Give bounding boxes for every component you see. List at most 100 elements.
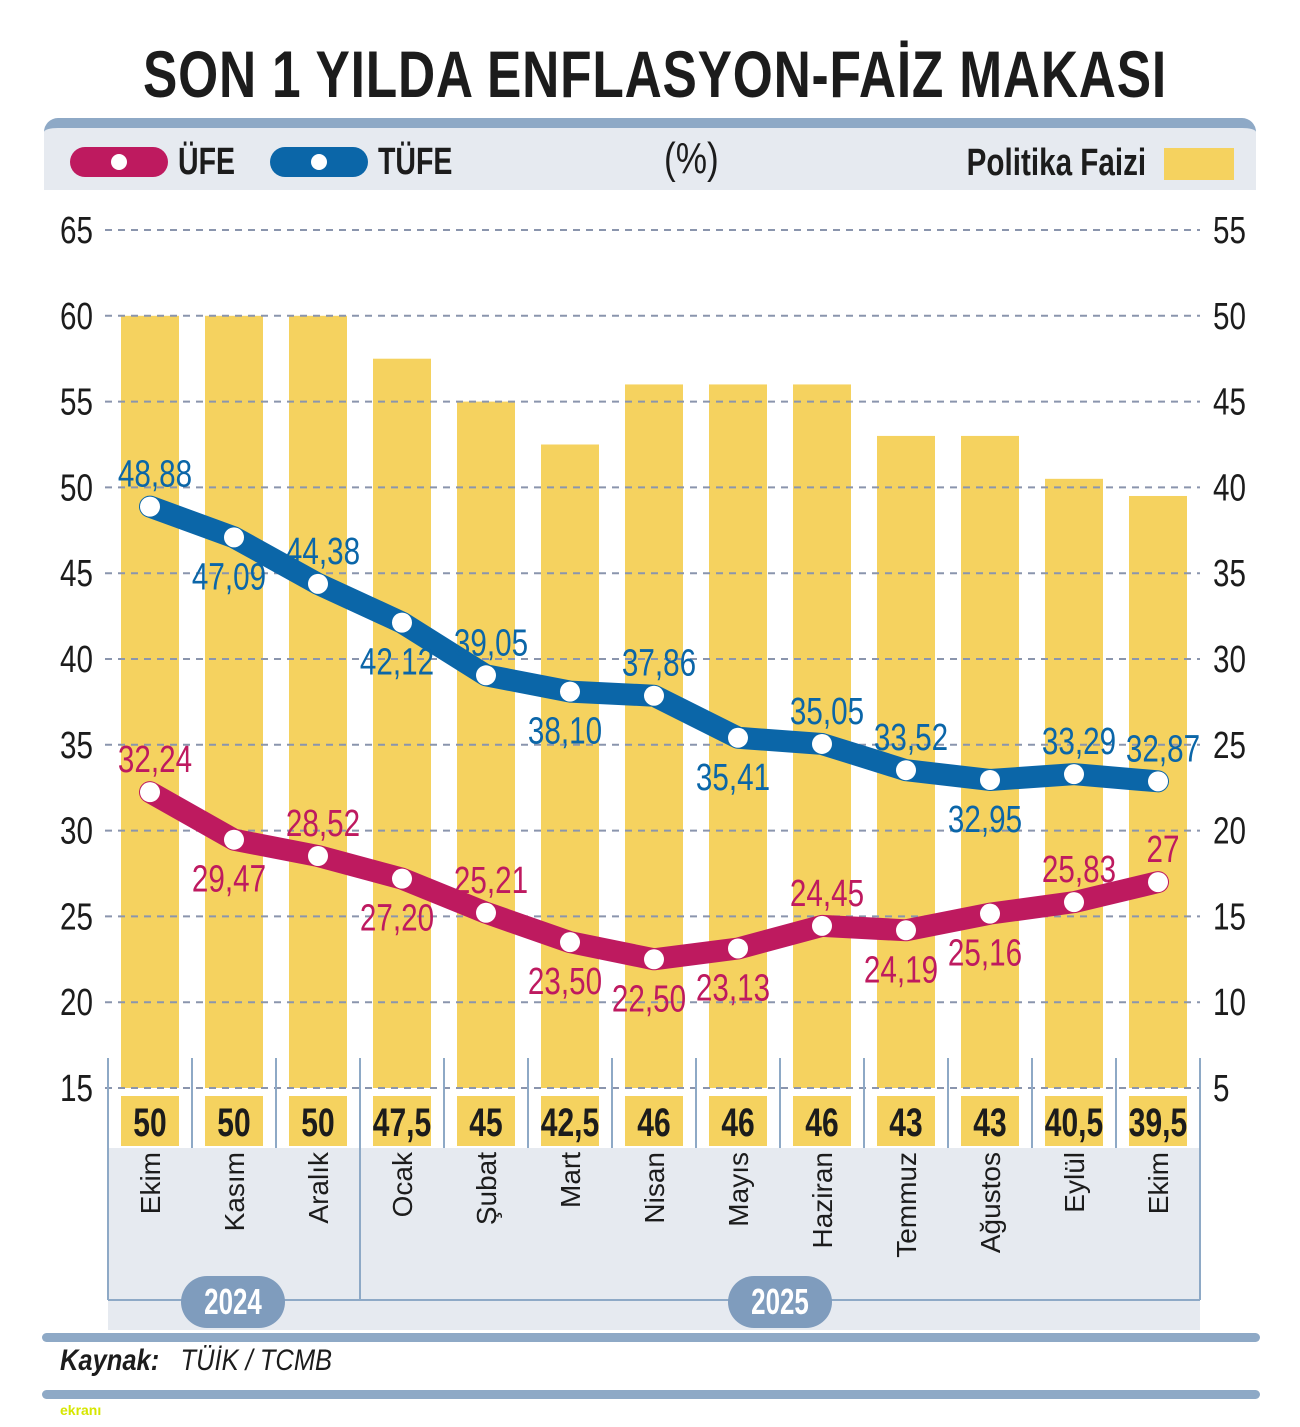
policy-rate-value-box <box>877 1096 935 1146</box>
source-label: Kaynak: <box>60 1344 160 1377</box>
ufe-point <box>560 932 580 953</box>
ufe-value-label: 27,20 <box>360 897 434 939</box>
policy-rate-value-box <box>373 1096 431 1146</box>
month-label: Kasım <box>219 1152 250 1231</box>
tufe-value-label: 39,05 <box>454 622 528 664</box>
tufe-value-label: 37,86 <box>622 642 696 684</box>
ufe-value-label: 22,50 <box>612 978 686 1020</box>
month-label: Ağustos <box>975 1152 1006 1253</box>
chart-title: SON 1 YILDA ENFLASYON-FAİZ MAKASI <box>143 37 1167 111</box>
ufe-value-label: 32,24 <box>118 739 192 781</box>
policy-rate-value-box <box>961 1096 1019 1146</box>
ufe-value-label: 25,83 <box>1042 849 1116 891</box>
policy-rate-value-label: 47,5 <box>373 1101 431 1145</box>
tufe-point <box>1064 764 1084 785</box>
policy-rate-value-label: 50 <box>133 1101 166 1145</box>
tufe-point <box>140 496 160 517</box>
month-label: Aralık <box>303 1151 334 1224</box>
ufe-value-label: 27 <box>1147 829 1180 871</box>
policy-rate-value-box <box>289 1096 347 1146</box>
ufe-swatch-icon <box>70 147 168 177</box>
tufe-point <box>476 665 496 686</box>
tufe-value-label: 38,10 <box>528 710 602 752</box>
ufe-value-label: 25,21 <box>454 859 528 901</box>
ufe-point <box>476 902 496 923</box>
tufe-value-label: 47,09 <box>192 556 266 598</box>
tufe-value-label: 33,29 <box>1042 721 1116 763</box>
left-axis-tick-label: 20 <box>60 982 93 1024</box>
month-label: Nisan <box>639 1152 670 1224</box>
policy-rate-value-box <box>1045 1096 1103 1146</box>
policy-rate-swatch-icon <box>1164 148 1234 180</box>
month-label: Temmuz <box>891 1152 922 1258</box>
divider-top <box>42 1333 1260 1342</box>
tufe-value-label: 32,87 <box>1126 728 1200 770</box>
ufe-point <box>644 949 664 970</box>
left-axis-tick-label: 55 <box>60 381 93 423</box>
legend-item-ufe: ÜFE <box>70 140 254 183</box>
ufe-point <box>308 845 328 866</box>
tufe-value-label: 35,05 <box>790 690 864 732</box>
tufe-point <box>1148 771 1168 792</box>
policy-rate-bar <box>373 358 431 1088</box>
tufe-value-label: 32,95 <box>948 799 1022 841</box>
month-label: Ekim <box>135 1152 166 1214</box>
right-axis-tick-label: 25 <box>1213 724 1246 766</box>
ufe-point <box>812 915 832 936</box>
month-label: Ocak <box>387 1151 418 1217</box>
left-axis-tick-label: 25 <box>60 896 93 938</box>
policy-rate-value-box <box>1129 1096 1187 1146</box>
legend-label-tufe: TÜFE <box>378 140 453 183</box>
tufe-point <box>560 681 580 702</box>
policy-rate-value-label: 42,5 <box>541 1101 599 1145</box>
ufe-point <box>140 782 160 803</box>
ufe-point <box>392 868 412 889</box>
legend-label-policy-rate: Politika Faizi <box>966 142 1146 184</box>
tufe-point <box>896 760 916 781</box>
tufe-point <box>812 733 832 754</box>
left-axis-tick-label: 45 <box>60 553 93 595</box>
ufe-point <box>980 903 1000 924</box>
left-axis-tick-label: 15 <box>60 1068 93 1110</box>
right-axis-tick-label: 10 <box>1213 982 1246 1024</box>
month-label: Haziran <box>807 1152 838 1248</box>
policy-rate-bar <box>961 435 1019 1088</box>
policy-rate-bar <box>541 444 599 1088</box>
policy-rate-value-label: 43 <box>889 1101 922 1145</box>
right-axis-tick-label: 20 <box>1213 810 1246 852</box>
tufe-value-label: 48,88 <box>118 453 192 495</box>
policy-rate-value-box <box>121 1096 179 1146</box>
ufe-value-label: 23,13 <box>696 967 770 1009</box>
right-axis-tick-label: 30 <box>1213 639 1246 681</box>
policy-rate-value-box <box>457 1096 515 1146</box>
year-badge <box>181 1276 285 1328</box>
left-axis-tick-label: 65 <box>60 210 93 252</box>
ufe-value-label: 23,50 <box>528 961 602 1003</box>
right-axis-tick-label: 55 <box>1213 210 1246 252</box>
year-label: 2024 <box>204 1282 262 1322</box>
ufe-value-label: 24,45 <box>790 872 864 914</box>
tufe-point <box>392 612 412 633</box>
ufe-value-label: 24,19 <box>864 949 938 991</box>
policy-rate-value-box <box>709 1096 767 1146</box>
divider-bottom <box>42 1390 1260 1399</box>
right-axis-tick-label: 35 <box>1213 553 1246 595</box>
month-label: Mart <box>555 1152 586 1208</box>
left-axis-tick-label: 30 <box>60 810 93 852</box>
policy-rate-bar <box>205 315 263 1088</box>
policy-rate-value-box <box>541 1096 599 1146</box>
ufe-value-label: 29,47 <box>192 858 266 900</box>
legend-label-ufe: ÜFE <box>178 140 235 183</box>
policy-rate-value-box <box>205 1096 263 1146</box>
left-axis-tick-label: 35 <box>60 724 93 766</box>
year-label: 2025 <box>751 1282 809 1322</box>
policy-rate-value-label: 46 <box>805 1101 838 1145</box>
ufe-value-label: 28,52 <box>286 803 360 845</box>
legend-bar: ÜFE TÜFE (%) Politika Faizi <box>44 118 1256 190</box>
tufe-point <box>980 769 1000 790</box>
month-label: Ekim <box>1143 1152 1174 1214</box>
policy-rate-bar <box>289 315 347 1088</box>
policy-rate-bar <box>121 315 179 1088</box>
tufe-point <box>728 727 748 748</box>
